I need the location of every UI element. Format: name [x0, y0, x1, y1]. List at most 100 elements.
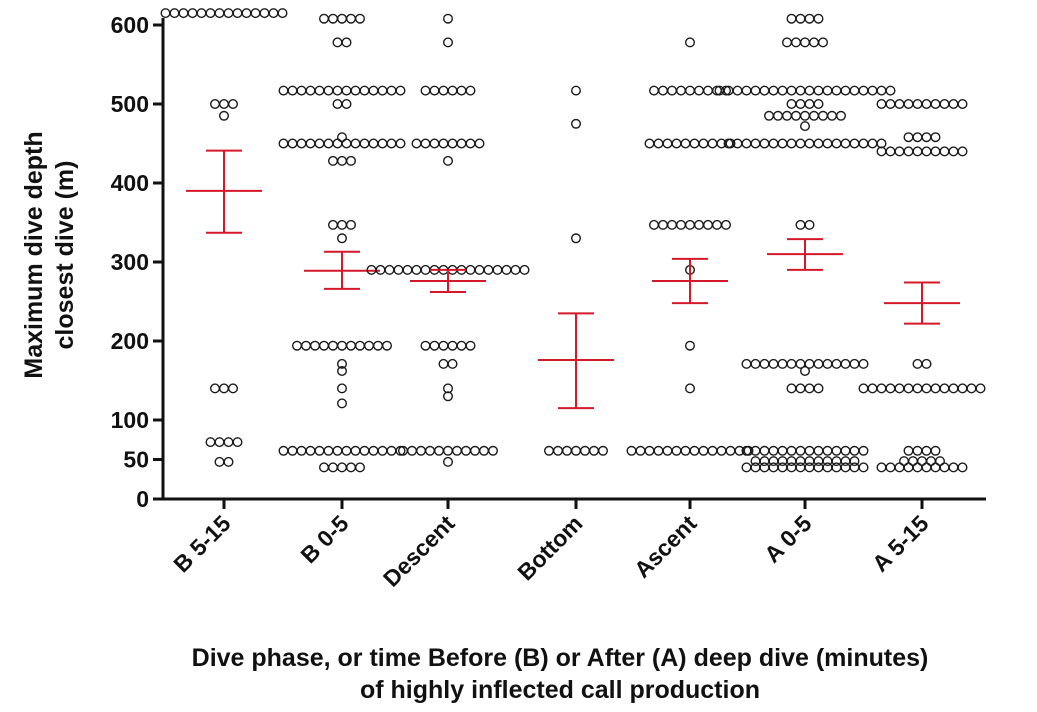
data-point	[169, 8, 180, 19]
data-point	[337, 155, 348, 166]
data-point	[930, 132, 941, 143]
data-point	[214, 8, 225, 19]
data-point	[227, 383, 238, 394]
data-point	[804, 445, 815, 456]
data-point	[795, 138, 806, 149]
x-tick-label: A 0-5	[759, 510, 817, 568]
data-point	[707, 138, 718, 149]
data-point	[680, 138, 691, 149]
data-point	[694, 219, 705, 230]
data-point	[241, 8, 252, 19]
data-point	[786, 85, 797, 96]
data-point	[350, 138, 361, 149]
data-point	[813, 138, 824, 149]
data-point	[443, 155, 454, 166]
data-point	[831, 138, 842, 149]
data-point	[822, 445, 833, 456]
data-point	[858, 85, 869, 96]
data-point	[359, 85, 370, 96]
data-point	[355, 13, 366, 24]
data-point	[741, 462, 752, 473]
data-point	[930, 146, 941, 157]
data-point	[885, 85, 896, 96]
data-point	[341, 138, 352, 149]
data-point	[721, 219, 732, 230]
data-point	[553, 445, 564, 456]
data-point	[975, 383, 986, 394]
data-point	[355, 340, 366, 351]
data-point	[768, 462, 779, 473]
data-point	[278, 138, 289, 149]
data-point	[425, 445, 436, 456]
data-point	[209, 98, 220, 109]
data-point	[800, 37, 811, 48]
data-point	[804, 383, 815, 394]
data-point	[223, 8, 234, 19]
data-point	[903, 98, 914, 109]
y-tick-label: 50	[123, 447, 149, 473]
data-point	[707, 445, 718, 456]
data-point	[341, 445, 352, 456]
data-point	[350, 445, 361, 456]
data-point	[364, 340, 375, 351]
data-point	[689, 138, 700, 149]
data-point	[598, 445, 609, 456]
data-point	[456, 340, 467, 351]
data-point	[948, 146, 959, 157]
data-point	[337, 366, 348, 377]
data-point	[795, 383, 806, 394]
x-tick-label: Ascent	[629, 510, 702, 583]
data-point	[562, 445, 573, 456]
data-point	[786, 98, 797, 109]
data-point	[332, 138, 343, 149]
data-point	[741, 358, 752, 369]
data-point	[813, 358, 824, 369]
data-point	[712, 219, 723, 230]
data-point	[447, 85, 458, 96]
data-point	[912, 98, 923, 109]
data-point	[341, 85, 352, 96]
data-point	[849, 456, 860, 467]
data-point	[328, 13, 339, 24]
data-point	[694, 85, 705, 96]
data-point	[685, 219, 696, 230]
data-point	[827, 110, 838, 121]
data-point	[443, 13, 454, 24]
x-axis-title-line-2: of highly inflected call production	[360, 676, 760, 704]
data-point	[626, 445, 637, 456]
data-point	[341, 98, 352, 109]
data-point	[346, 462, 357, 473]
data-point	[773, 110, 784, 121]
data-point	[786, 138, 797, 149]
data-point	[831, 85, 842, 96]
data-point	[800, 110, 811, 121]
data-point	[804, 85, 815, 96]
data-point	[292, 340, 303, 351]
data-point	[323, 445, 334, 456]
x-tick-label: A 5-15	[867, 510, 934, 577]
data-point	[644, 138, 655, 149]
data-point	[894, 383, 905, 394]
data-point	[671, 445, 682, 456]
data-point	[849, 85, 860, 96]
data-point	[795, 13, 806, 24]
data-point	[786, 13, 797, 24]
data-point	[492, 264, 503, 275]
data-point	[840, 85, 851, 96]
data-point	[867, 138, 878, 149]
data-point	[703, 85, 714, 96]
data-point	[858, 445, 869, 456]
data-point	[957, 462, 968, 473]
data-point	[337, 383, 348, 394]
x-tick-label: Bottom	[512, 510, 587, 585]
data-point	[795, 462, 806, 473]
data-point	[849, 462, 860, 473]
data-point	[341, 37, 352, 48]
data-point	[876, 98, 887, 109]
data-point	[395, 138, 406, 149]
data-point	[921, 383, 932, 394]
data-point	[571, 233, 582, 244]
data-point	[328, 155, 339, 166]
data-point	[858, 383, 869, 394]
